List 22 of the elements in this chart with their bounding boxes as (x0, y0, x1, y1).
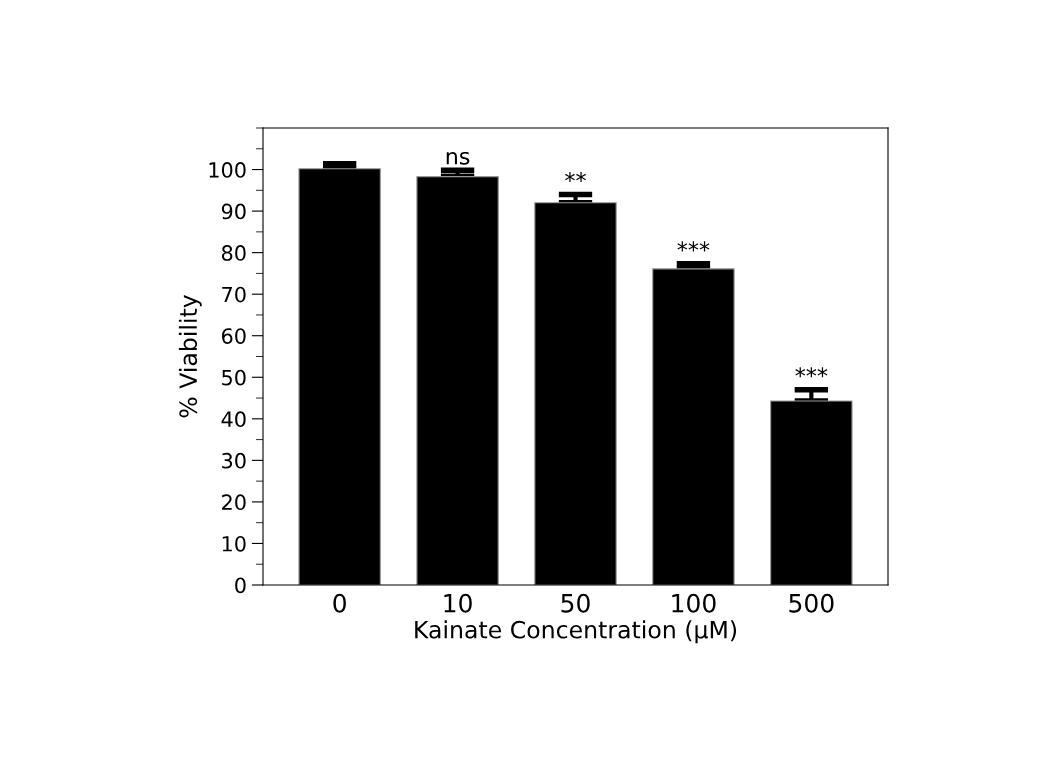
x-axis-title: Kainate Concentration (µM) (415, 620, 737, 644)
x-tick-label: 50 (561, 593, 590, 613)
y-tick-label: 20 (222, 494, 246, 511)
y-tick-label: 10 (222, 535, 246, 552)
x-tick-label: 500 (789, 593, 834, 613)
y-tick-label: 40 (221, 411, 246, 428)
y-tick-label: 50 (222, 369, 246, 386)
annotation: *** (795, 367, 828, 378)
y-axis-title: % Viability (178, 294, 202, 418)
annotation: ** (565, 171, 586, 183)
annotation: *** (677, 241, 710, 252)
y-tick-label: 90 (221, 203, 246, 220)
annotation: ns (446, 151, 470, 165)
y-tick-label: 0 (235, 577, 246, 594)
y-tick-label: 70 (222, 286, 246, 303)
x-tick-label: 0 (333, 593, 346, 613)
y-tick-label: 80 (221, 245, 246, 261)
y-tick-label: 60 (221, 328, 246, 344)
y-tick-label: 30 (222, 452, 246, 469)
x-tick-label: 100 (672, 593, 716, 613)
x-tick-label: 10 (444, 593, 472, 613)
y-tick-label: 100 (209, 162, 246, 178)
